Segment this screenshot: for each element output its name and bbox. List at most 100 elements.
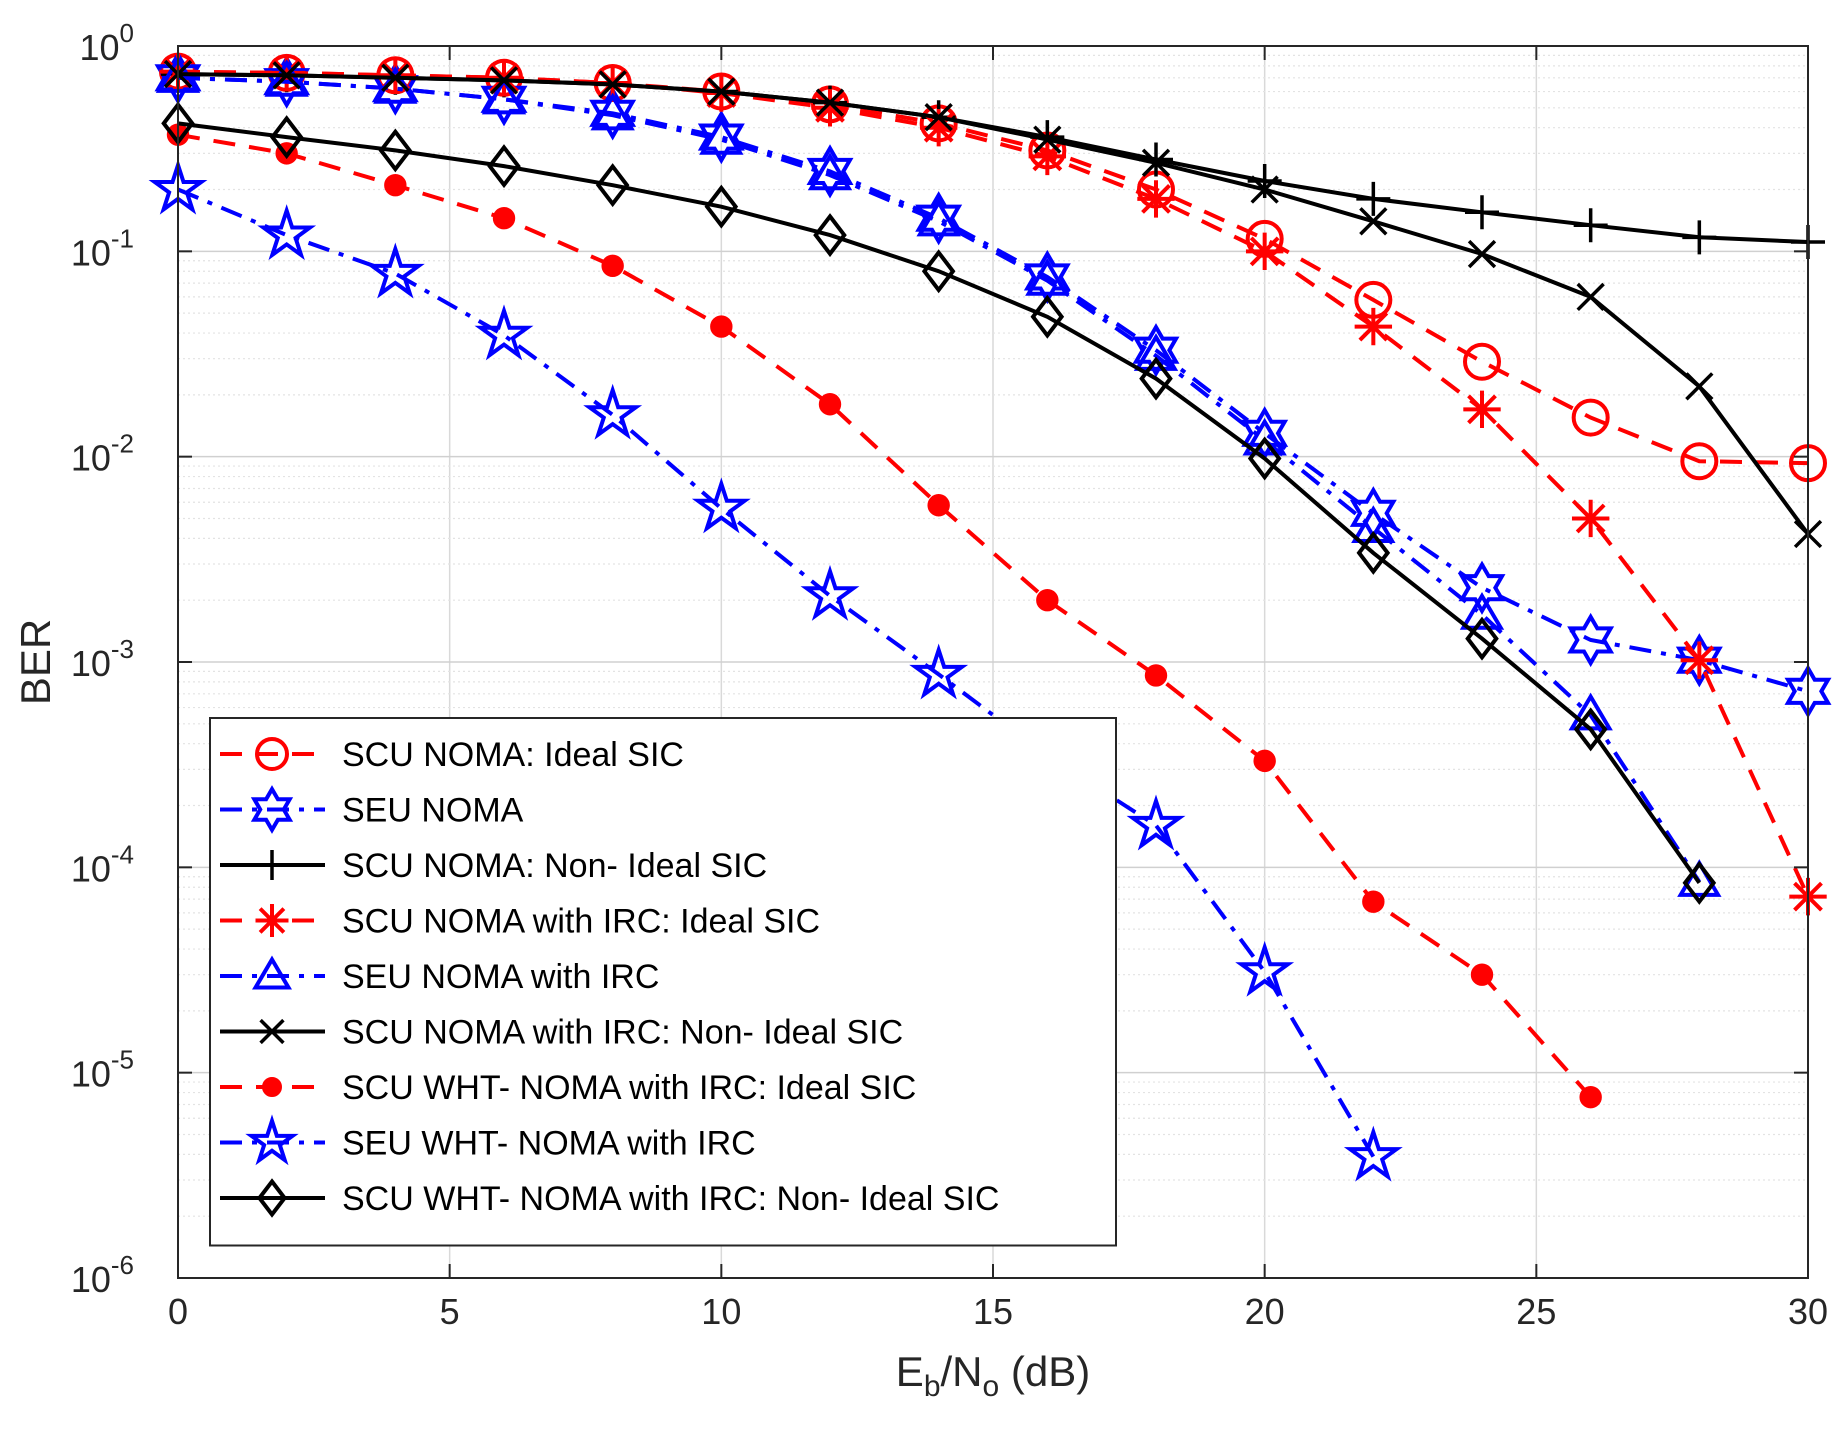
asterisk-marker	[919, 109, 958, 147]
triangle-marker	[1351, 505, 1396, 543]
legend-label: SCU WHT- NOMA with IRC: Ideal SIC	[342, 1069, 916, 1107]
x-marker	[1467, 239, 1497, 269]
diamond-marker	[256, 1178, 288, 1218]
x-tick-label: 30	[1788, 1291, 1828, 1332]
series-line	[177, 187, 1376, 1158]
pentagram-marker	[257, 204, 317, 261]
asterisk-marker	[255, 904, 289, 937]
series-line	[177, 69, 1810, 898]
diamond-marker	[595, 163, 630, 208]
pentagram-marker	[800, 564, 860, 621]
dot-marker	[710, 315, 733, 338]
diamond-marker	[813, 213, 847, 258]
x-marker	[707, 77, 736, 106]
dot-marker	[1036, 588, 1059, 612]
x-marker	[1141, 148, 1171, 177]
pentagram-marker	[583, 383, 643, 440]
asterisk-marker	[1137, 180, 1175, 218]
dot-marker	[601, 254, 624, 278]
x-marker	[815, 88, 845, 117]
legend-label: SCU NOMA with IRC: Ideal SIC	[342, 903, 820, 941]
hexagram-marker	[1132, 323, 1180, 378]
x-tick-label: 5	[440, 1291, 460, 1332]
circle-marker	[1680, 442, 1719, 481]
x-marker	[1576, 282, 1605, 312]
triangle-marker	[481, 76, 527, 115]
legend-entry: SEU WHT- NOMA with IRC	[220, 1114, 756, 1166]
x-label-sub1: b	[924, 1370, 941, 1403]
x-marker	[489, 66, 519, 95]
legend-label: SCU NOMA: Non- Ideal SIC	[342, 847, 767, 885]
asterisk-marker	[1245, 232, 1284, 271]
x-label-mid: /N	[941, 1348, 983, 1395]
y-axis-label: BER	[12, 619, 59, 705]
series-7	[166, 123, 1602, 1109]
pentagram-marker	[1343, 1125, 1403, 1182]
asterisk-marker	[376, 56, 415, 94]
y-tick-label: 10-2	[71, 429, 134, 479]
dot-marker	[818, 393, 842, 416]
dot-marker	[262, 1077, 282, 1097]
series-line	[177, 72, 1810, 536]
legend-label: SCU NOMA: Ideal SIC	[342, 736, 684, 774]
x-marker	[1033, 125, 1062, 154]
pentagram-marker	[1126, 794, 1186, 851]
legend-entry: SCU WHT- NOMA with IRC: Ideal SIC	[220, 1069, 916, 1107]
series-2	[154, 50, 1832, 719]
diamond-marker	[1682, 860, 1717, 905]
pentagram-marker	[365, 242, 425, 299]
series-6	[163, 59, 1823, 549]
series-line	[177, 132, 1593, 1099]
x-tick-label: 0	[168, 1291, 188, 1332]
triangle-marker	[699, 116, 744, 155]
pentagram-marker	[1235, 940, 1295, 997]
diamond-marker	[1139, 356, 1173, 401]
plus-marker	[257, 850, 287, 880]
hexagram-marker	[1675, 633, 1723, 688]
diamond-marker	[1247, 436, 1282, 481]
dot-marker	[492, 206, 516, 230]
asterisk-marker	[1571, 499, 1610, 538]
plus-marker	[1465, 195, 1499, 230]
series-line	[177, 121, 1701, 885]
legend: SCU NOMA: Ideal SIC SEU NOMA SCU NOMA: Non…	[209, 717, 1117, 1247]
y-tick-label: 100	[79, 18, 134, 68]
triangle-marker	[916, 198, 961, 237]
hexagram-marker	[480, 72, 528, 127]
triangle-marker	[590, 92, 635, 131]
series-layer	[148, 50, 1832, 1182]
x-marker	[924, 103, 953, 132]
plus-marker	[1247, 164, 1282, 199]
hexagram-marker	[250, 785, 294, 834]
legend-label: SEU WHT- NOMA with IRC	[342, 1125, 756, 1163]
x-marker	[1685, 372, 1714, 401]
triangle-marker	[264, 59, 309, 97]
circle-marker	[255, 737, 289, 771]
axis-ticks: 0 5 10 15 20 25 30 100 10-1 10-2 10-3 10-4 10-5 10-6	[71, 18, 1828, 1332]
dot-marker	[927, 494, 950, 517]
x-axis-label: Eb/No (dB)	[896, 1348, 1090, 1403]
legend-label: SCU NOMA with IRC: Non- Ideal SIC	[342, 1014, 903, 1052]
x-label-base: E	[896, 1348, 924, 1395]
triangle-marker	[1459, 592, 1505, 630]
legend-entry: SEU NOMA with IRC	[220, 955, 659, 996]
triangle-marker	[1025, 257, 1070, 296]
diamond-marker	[1573, 707, 1608, 752]
diamond-marker	[921, 249, 956, 294]
plus-marker	[1356, 181, 1391, 216]
diamond-marker	[1465, 616, 1499, 661]
series-9	[161, 101, 1717, 905]
dot-marker	[1470, 963, 1494, 986]
dot-marker	[384, 173, 407, 197]
hexagram-marker	[589, 86, 637, 141]
hexagram-marker	[697, 109, 745, 165]
dot-marker	[1253, 749, 1276, 773]
hexagram-marker	[1458, 560, 1506, 615]
diamond-marker	[269, 115, 304, 160]
legend-box	[209, 717, 1117, 1247]
x-label-tail: (dB)	[999, 1348, 1090, 1395]
pentagram-marker	[909, 643, 969, 700]
asterisk-marker	[811, 89, 849, 127]
circle-marker	[1463, 342, 1501, 381]
